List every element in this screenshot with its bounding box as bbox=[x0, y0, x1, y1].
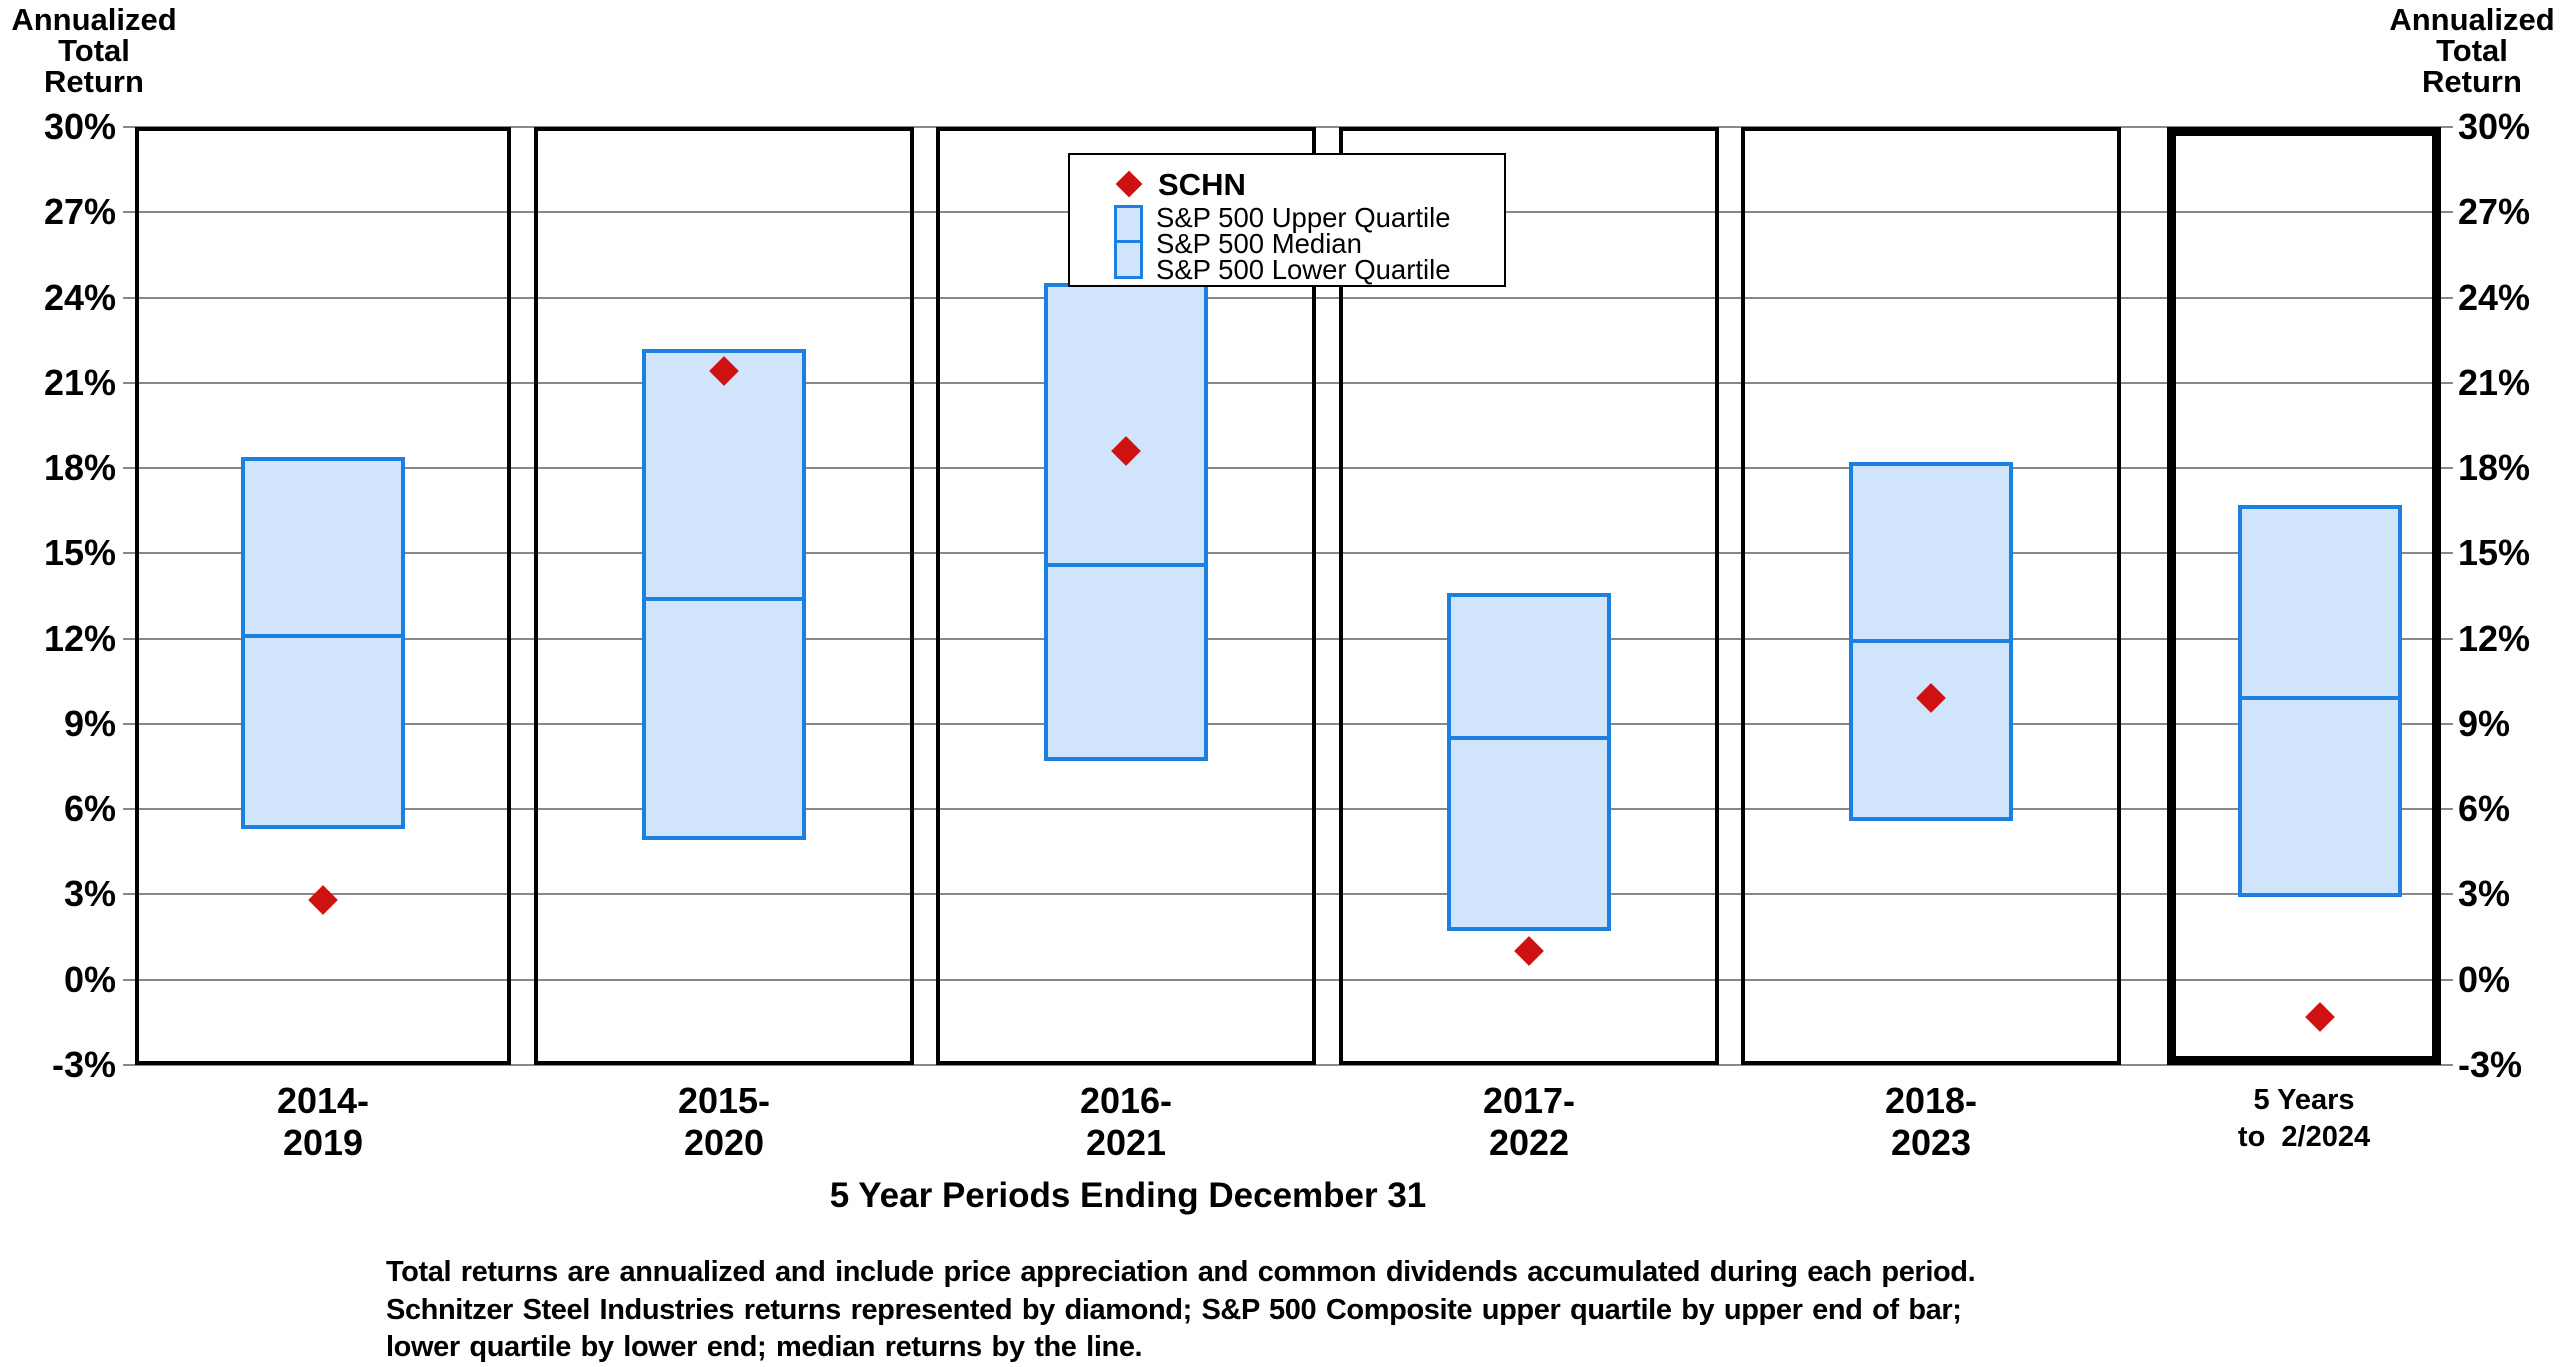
median-line bbox=[1849, 639, 2013, 644]
x-category-label: 5 Years to 2/2024 bbox=[2237, 1084, 2371, 1153]
y-tick-label-left: 3% bbox=[63, 873, 116, 915]
footnote-line: Schnitzer Steel Industries returns repre… bbox=[386, 1293, 1962, 1326]
median-line bbox=[241, 633, 405, 638]
legend: SCHN S&P 500 Upper Quartile S&P 500 Medi… bbox=[1068, 153, 1506, 287]
median-line bbox=[1044, 562, 1208, 567]
y-tick-label-right: 30% bbox=[2458, 106, 2531, 147]
period-panel bbox=[1339, 127, 1719, 1065]
left-axis-title-line: Annualized bbox=[11, 2, 177, 37]
y-tick-label-left: -3% bbox=[51, 1044, 116, 1085]
y-tick-label-right: 27% bbox=[2458, 191, 2531, 233]
footnote-line: lower quartile by lower end; median retu… bbox=[386, 1331, 1143, 1363]
right-axis-title-line: Total bbox=[2436, 33, 2508, 68]
y-tick-label-left: 6% bbox=[63, 788, 116, 830]
y-tick-label-left: 0% bbox=[63, 958, 116, 1000]
quartile-box-icon bbox=[1114, 205, 1143, 279]
legend-item-upper-quartile: S&P 500 Upper Quartile bbox=[1156, 202, 1451, 233]
gridline bbox=[123, 1064, 2453, 1066]
quartile-box bbox=[2238, 505, 2402, 898]
y-tick-label-left: 24% bbox=[43, 276, 116, 318]
legend-item-lower-quartile: S&P 500 Lower Quartile bbox=[1156, 254, 1451, 285]
right-axis-title-line: Annualized bbox=[2389, 2, 2555, 37]
gridline bbox=[123, 808, 2453, 811]
y-tick-label-left: 30% bbox=[43, 106, 116, 147]
period-panel bbox=[936, 127, 1316, 1065]
x-category-label: 2016- 2021 bbox=[1079, 1080, 1173, 1163]
median-line bbox=[1447, 736, 1611, 741]
left-axis-title: Annualized Total Return bbox=[0, 4, 194, 97]
y-tick-label-left: 15% bbox=[43, 532, 116, 574]
y-tick-label-right: 21% bbox=[2458, 361, 2531, 403]
quartile-box bbox=[1044, 283, 1208, 761]
left-axis-title-line: Return bbox=[44, 64, 144, 99]
gridline bbox=[123, 637, 2453, 640]
y-tick-label-right: -3% bbox=[2458, 1044, 2523, 1085]
footnote-line: Total returns are annualized and include… bbox=[386, 1256, 1976, 1288]
gridline bbox=[123, 552, 2453, 555]
y-tick-label-right: 18% bbox=[2458, 447, 2531, 489]
y-tick-label-left: 27% bbox=[43, 191, 116, 233]
quartile-box bbox=[642, 348, 806, 841]
quartile-box bbox=[1447, 593, 1611, 932]
schn-diamond-icon bbox=[1115, 170, 1143, 198]
y-tick-label-right: 3% bbox=[2458, 873, 2511, 915]
y-tick-label-right: 0% bbox=[2458, 958, 2511, 1000]
y-tick-label-right: 6% bbox=[2458, 788, 2511, 830]
gridline bbox=[123, 467, 2453, 470]
y-tick-label-left: 12% bbox=[43, 617, 116, 659]
x-category-label: 2014- 2019 bbox=[276, 1080, 370, 1163]
gridline bbox=[123, 381, 2453, 384]
quartile-box bbox=[241, 456, 405, 830]
median-line-icon bbox=[1116, 240, 1141, 243]
x-axis-title: 5 Year Periods Ending December 31 bbox=[829, 1176, 1427, 1215]
y-tick-label-left: 21% bbox=[43, 361, 116, 403]
median-line bbox=[2238, 696, 2402, 701]
legend-schn-label: SCHN bbox=[1158, 167, 1246, 202]
x-category-label: 2015- 2020 bbox=[677, 1080, 771, 1163]
gridline bbox=[123, 893, 2453, 896]
right-axis-title: Annualized Total Return bbox=[2372, 4, 2560, 97]
legend-item-median: S&P 500 Median bbox=[1156, 228, 1362, 259]
gridline bbox=[123, 296, 2453, 299]
x-category-label: 2017- 2022 bbox=[1482, 1080, 1576, 1163]
y-tick-label-right: 9% bbox=[2458, 702, 2511, 744]
x-category-label: 2018- 2023 bbox=[1884, 1080, 1978, 1163]
period-panel bbox=[534, 127, 914, 1065]
right-axis-title-line: Return bbox=[2422, 64, 2522, 99]
y-tick-label-left: 18% bbox=[43, 447, 116, 489]
footnote: Total returns are annualized and include… bbox=[386, 1254, 1976, 1367]
period-panel bbox=[1741, 127, 2121, 1065]
median-line bbox=[642, 596, 806, 601]
y-tick-label-right: 24% bbox=[2458, 276, 2531, 318]
left-axis-title-line: Total bbox=[58, 33, 130, 68]
gridline bbox=[123, 978, 2453, 981]
gridline bbox=[123, 722, 2453, 725]
y-tick-label-right: 15% bbox=[2458, 532, 2531, 574]
period-panel bbox=[2167, 127, 2441, 1065]
period-panel bbox=[135, 127, 511, 1065]
y-tick-label-right: 12% bbox=[2458, 617, 2531, 659]
y-tick-label-left: 9% bbox=[63, 702, 116, 744]
